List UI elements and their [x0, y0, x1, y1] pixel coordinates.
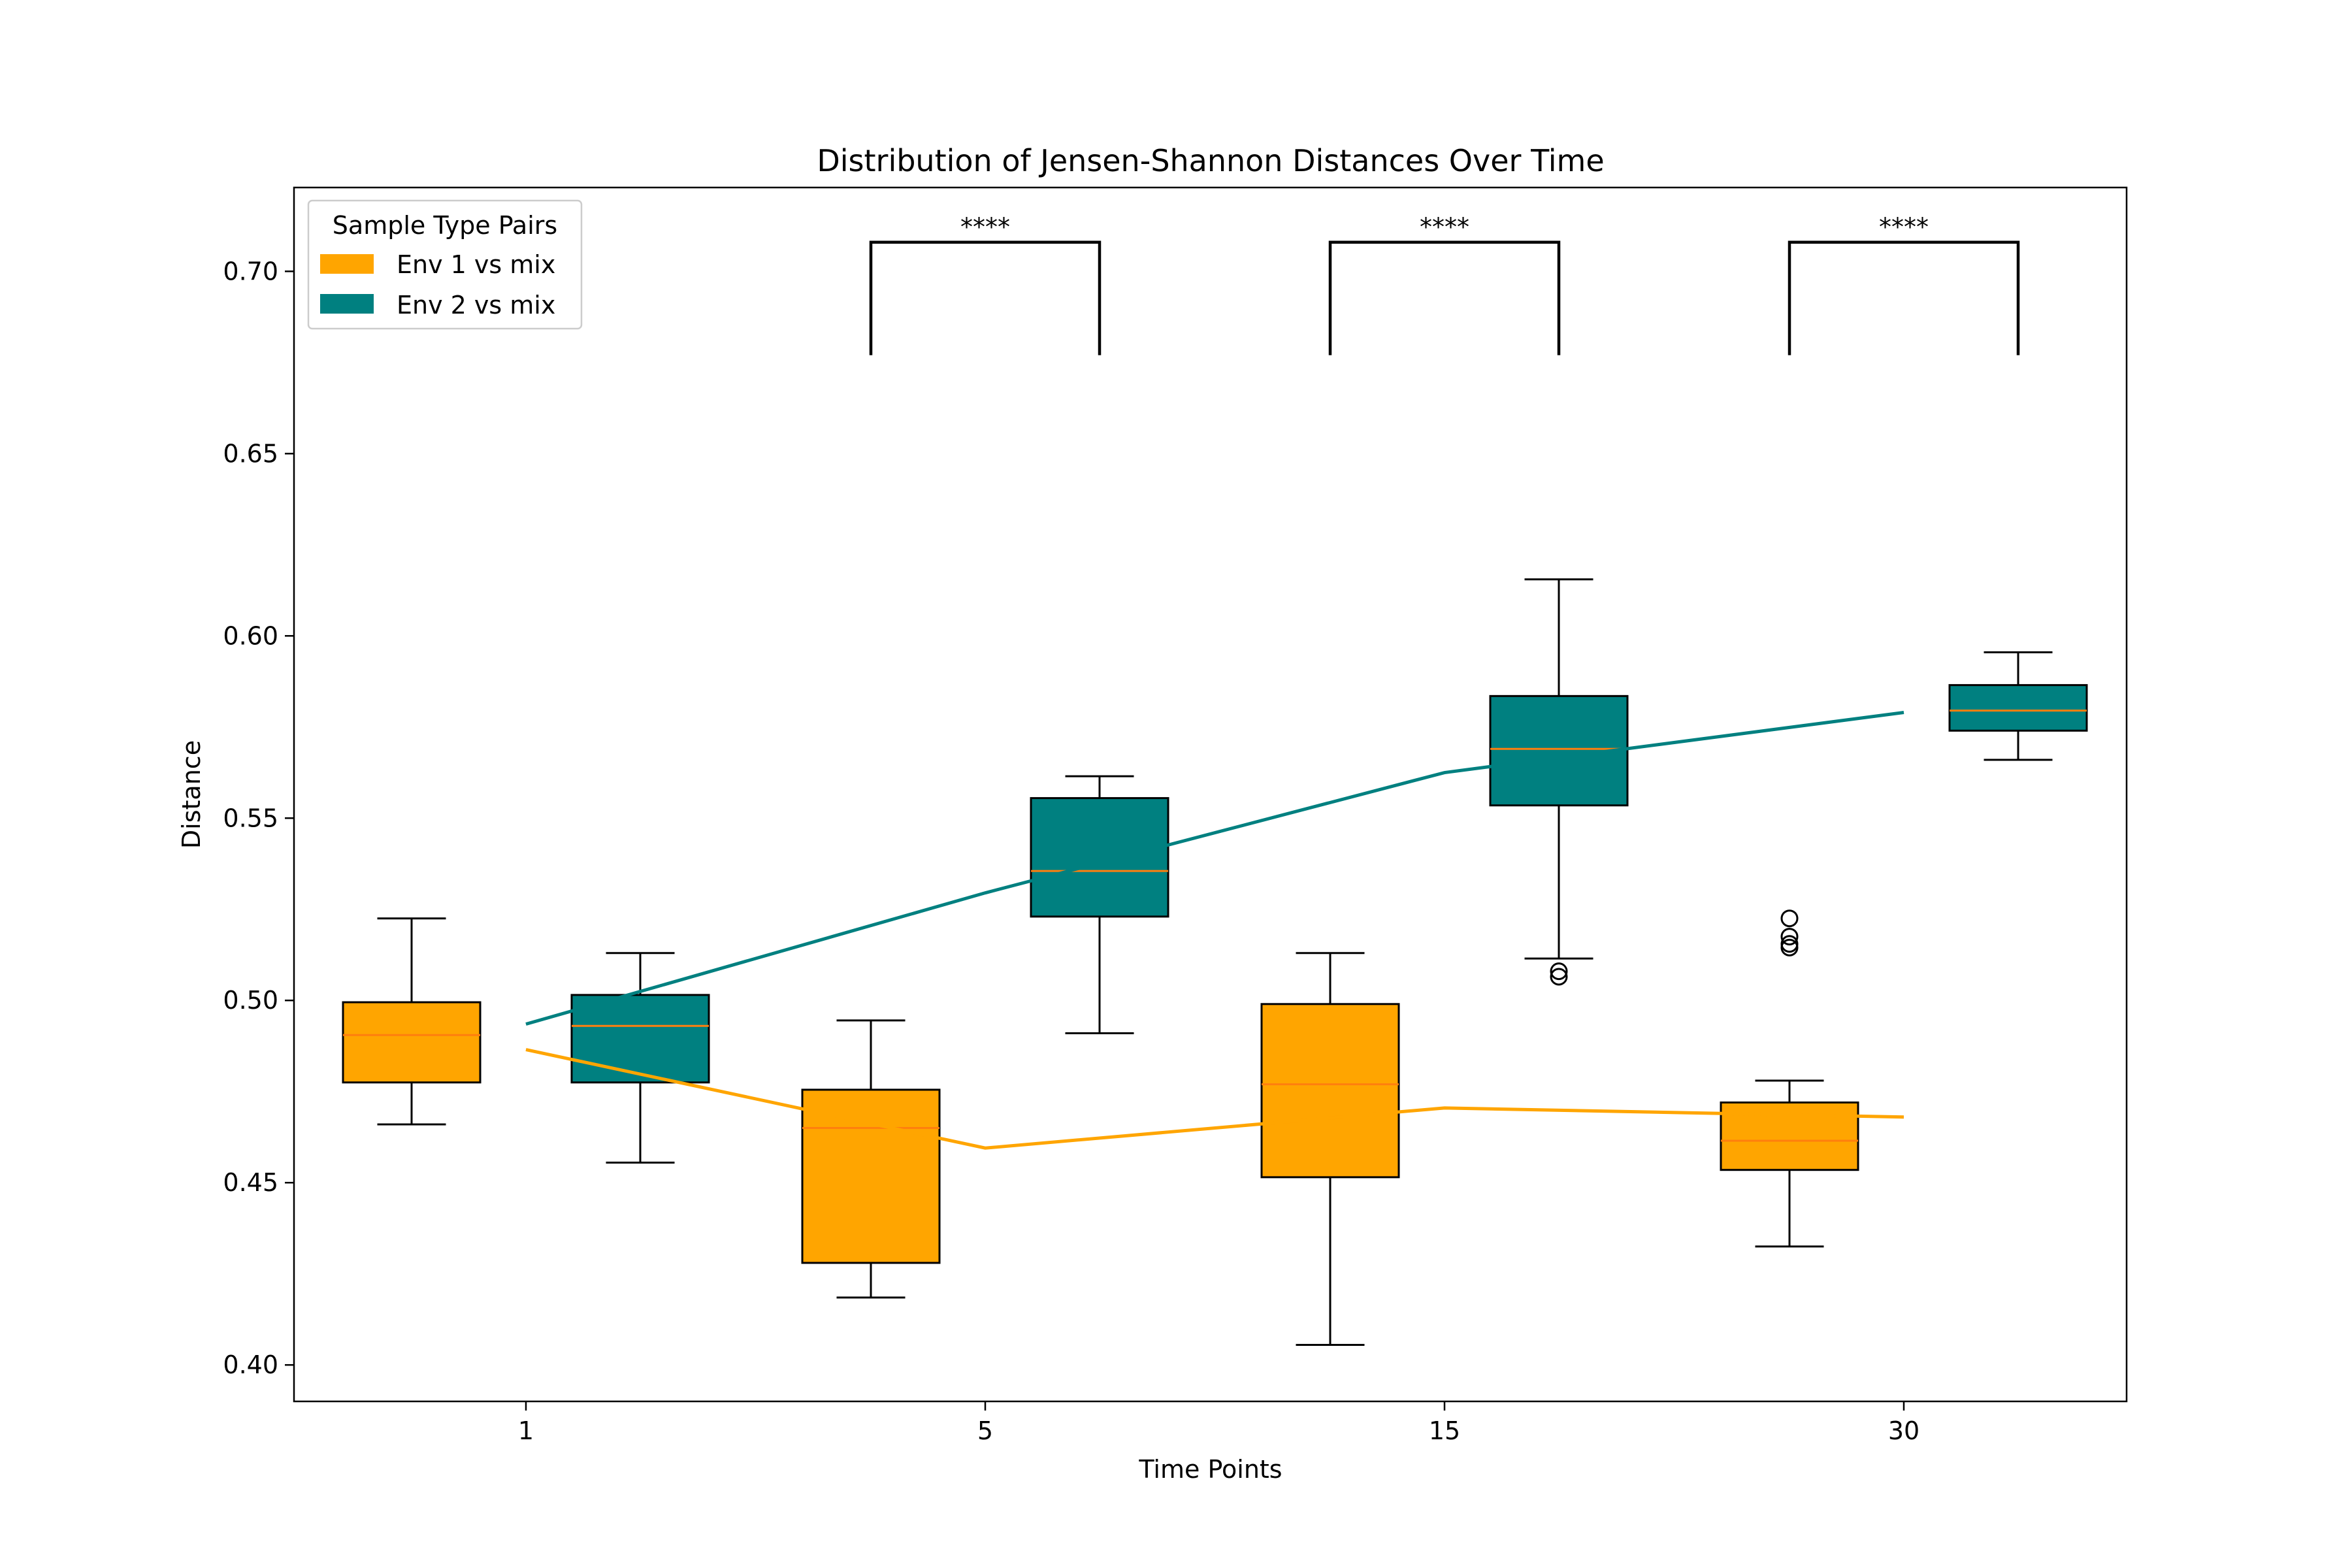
significance-label: ****: [1420, 213, 1469, 242]
legend-swatch-env1: [320, 254, 374, 274]
y-tick-label: 0.55: [223, 804, 278, 832]
box-2-5: [1030, 775, 1169, 1034]
legend-swatch-env2: [320, 294, 374, 314]
trend-line-2: [525, 710, 1904, 1026]
box-body: [801, 1088, 941, 1264]
outlier-point: [1780, 928, 1799, 946]
outlier-point: [1550, 968, 1568, 986]
x-tick-label: 30: [1888, 1416, 1919, 1445]
box-body: [1948, 684, 2088, 732]
bracket-line: [1328, 240, 1561, 355]
x-tick-label: 15: [1429, 1416, 1460, 1445]
significance-label: ****: [1879, 213, 1929, 242]
box-body: [1030, 797, 1169, 918]
axes: 0.400.450.500.550.600.650.701 5 15 30: [223, 257, 1919, 1445]
bracket-line: [869, 240, 1102, 355]
y-tick-label: 0.40: [223, 1350, 278, 1379]
legend-frame: [307, 199, 583, 330]
significance-bracket-5: ****: [869, 213, 1102, 355]
plot-area: **** **** ****: [342, 213, 2088, 1347]
legend: Sample Type Pairs Env 1 vs mix Env 2 vs …: [307, 199, 583, 330]
significance-bracket-30: ****: [1788, 213, 2020, 355]
x-tick-label: 5: [977, 1416, 993, 1445]
axes-frame: [293, 186, 2128, 1403]
y-tick-label: 0.50: [223, 986, 278, 1015]
x-tick-label: 1: [518, 1416, 534, 1445]
outlier-point: [1780, 935, 1799, 953]
y-axis-label: Distance: [177, 740, 206, 849]
box-1-15: [1260, 952, 1400, 1347]
chart-title: Distribution of Jensen-Shannon Distances…: [817, 143, 1604, 178]
y-tick-label: 0.45: [223, 1168, 278, 1197]
y-tick-label: 0.65: [223, 439, 278, 468]
legend-title: Sample Type Pairs: [333, 211, 557, 240]
box-body: [570, 994, 710, 1084]
box-1-5: [801, 1019, 941, 1299]
box-1-1: [342, 917, 482, 1126]
significance-label: ****: [960, 213, 1010, 242]
box-body: [342, 1001, 482, 1084]
y-tick-label: 0.70: [223, 257, 278, 286]
outlier-point: [1780, 909, 1799, 928]
box-2-1: [570, 952, 710, 1164]
legend-label-env1: Env 1 vs mix: [397, 250, 555, 279]
legend-label-env2: Env 2 vs mix: [397, 291, 555, 319]
significance-bracket-15: ****: [1328, 213, 1561, 355]
box-body: [1260, 1003, 1400, 1179]
x-axis-label: Time Points: [1138, 1455, 1282, 1484]
y-tick-label: 0.60: [223, 621, 278, 650]
outlier-point: [1550, 962, 1568, 981]
bracket-line: [1788, 240, 2020, 355]
box-2-30: [1948, 651, 2088, 761]
trend-line-1: [525, 1048, 1904, 1150]
